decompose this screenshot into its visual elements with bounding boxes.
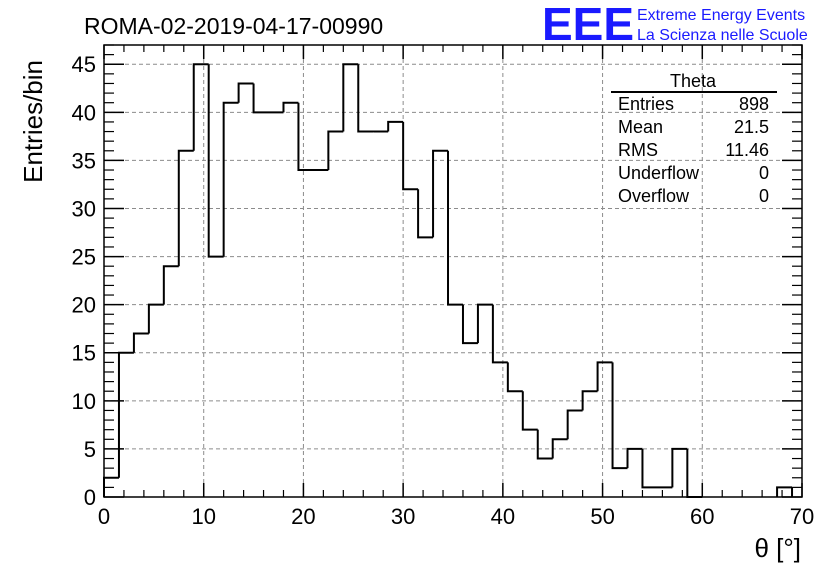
stats-label-overflow: Overflow xyxy=(618,186,690,206)
axis-ticks xyxy=(103,44,803,498)
histogram-bin xyxy=(209,257,224,497)
histogram-bin xyxy=(179,151,194,497)
stats-label-mean: Mean xyxy=(618,117,663,137)
stats-label-underflow: Underflow xyxy=(618,163,700,183)
x-tick-label: 40 xyxy=(491,504,515,529)
stats-value-underflow: 0 xyxy=(759,163,769,183)
histogram-bin xyxy=(283,103,298,497)
x-tick-label: 70 xyxy=(790,504,814,529)
stats-title: Theta xyxy=(670,71,717,91)
y-tick-label: 25 xyxy=(72,245,96,270)
histogram-bin xyxy=(224,103,239,497)
y-tick-label: 20 xyxy=(72,293,96,318)
histogram-bin xyxy=(538,459,553,497)
x-tick-label: 60 xyxy=(690,504,714,529)
stats-label-rms: RMS xyxy=(618,140,658,160)
histogram-bin xyxy=(583,391,598,497)
histogram-bin xyxy=(508,391,523,497)
stats-value-mean: 21.5 xyxy=(734,117,769,137)
histogram-bin xyxy=(493,362,508,497)
histogram-bin xyxy=(388,122,403,497)
x-tick-label: 20 xyxy=(291,504,315,529)
histogram-bin xyxy=(628,449,643,497)
chart-title: ROMA-02-2019-04-17-00990 xyxy=(84,13,383,39)
histogram-bin xyxy=(613,468,628,497)
histogram-line xyxy=(103,63,794,498)
logo-line-1: Extreme Energy Events xyxy=(637,7,805,24)
histogram-bin xyxy=(777,487,792,497)
histogram-bin xyxy=(463,343,478,497)
stats-label-entries: Entries xyxy=(618,94,674,114)
histogram-bin xyxy=(568,410,583,497)
stats-value-entries: 898 xyxy=(739,94,769,114)
y-tick-label: 35 xyxy=(72,148,96,173)
y-tick-label: 5 xyxy=(84,437,96,462)
x-tick-label: 0 xyxy=(98,504,110,529)
logo-line-2: La Scienza nelle Scuole xyxy=(637,27,808,44)
histogram-bin xyxy=(523,430,538,497)
eee-logo: EEE Extreme Energy Events La Scienza nel… xyxy=(542,0,808,50)
logo-mark: EEE xyxy=(542,0,634,50)
histogram-bin xyxy=(239,83,254,497)
histogram-bin xyxy=(119,353,134,497)
y-tick-label: 30 xyxy=(72,196,96,221)
histogram-bin xyxy=(328,132,343,497)
histogram-bin xyxy=(672,449,687,497)
histogram-bin xyxy=(403,189,418,497)
x-axis-title: θ [°] xyxy=(754,533,801,563)
y-tick-label: 15 xyxy=(72,341,96,366)
histogram-bin xyxy=(642,487,657,497)
histogram-bin xyxy=(164,266,179,497)
histogram-bin xyxy=(657,487,672,497)
histogram-bin xyxy=(313,170,328,497)
stats-box: Theta Entries 898 Mean 21.5 RMS 11.46 Un… xyxy=(611,71,777,206)
histogram-bin xyxy=(598,362,613,497)
histogram-bin xyxy=(433,151,448,497)
stats-value-overflow: 0 xyxy=(759,186,769,206)
y-tick-label: 10 xyxy=(72,389,96,414)
histogram-bin xyxy=(418,237,433,497)
y-tick-label: 0 xyxy=(84,485,96,510)
histogram-bin xyxy=(343,64,358,497)
y-axis-title: Entries/bin xyxy=(18,60,48,183)
histogram-bin xyxy=(298,170,313,497)
histogram-bin xyxy=(194,64,209,497)
stats-value-rms: 11.46 xyxy=(725,140,769,160)
y-tick-label: 40 xyxy=(72,100,96,125)
histogram-bin xyxy=(373,132,388,497)
histogram-bin xyxy=(134,334,149,497)
y-tick-labels: 0 5 10 15 20 25 30 35 40 45 xyxy=(72,52,96,510)
x-tick-labels: 0 10 20 30 40 50 60 70 xyxy=(98,504,814,529)
plot-frame xyxy=(103,44,803,498)
histogram-bin xyxy=(553,439,568,497)
x-tick-label: 10 xyxy=(191,504,215,529)
y-tick-label: 45 xyxy=(72,52,96,77)
x-tick-label: 30 xyxy=(391,504,415,529)
histogram-bin xyxy=(358,132,373,497)
x-tick-label: 50 xyxy=(590,504,614,529)
